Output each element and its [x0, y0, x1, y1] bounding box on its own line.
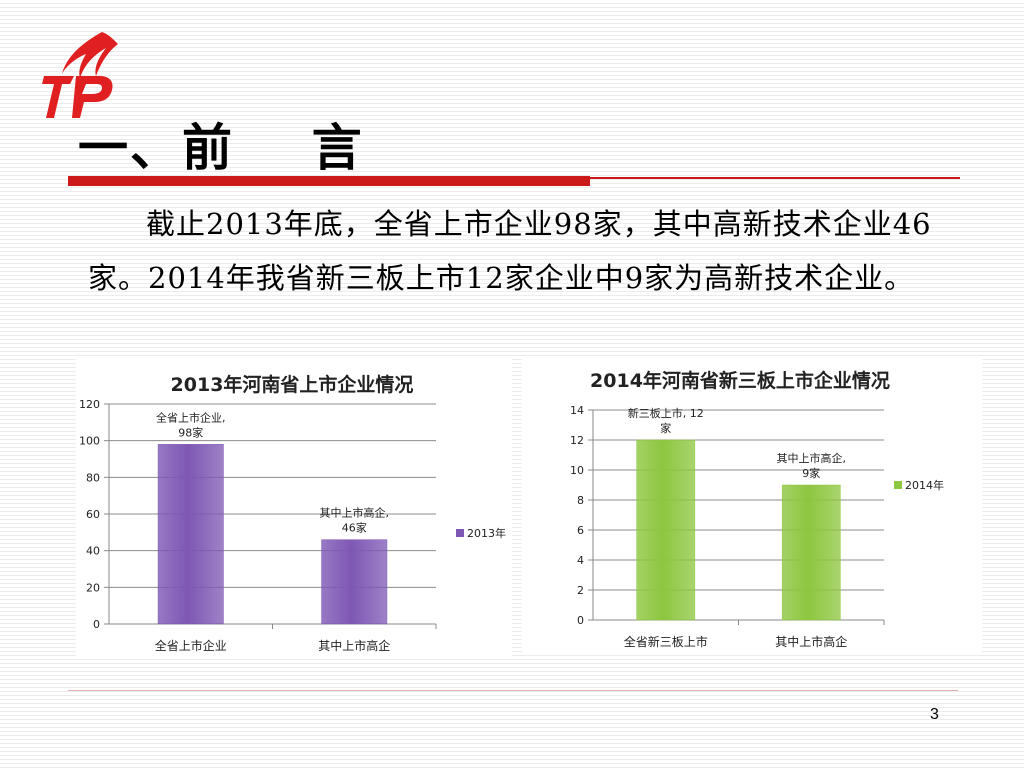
- legend-swatch: [894, 481, 902, 489]
- intro-paragraph: 截止2013年底，全省上市企业98家，其中高新技术企业46家。2014年我省新三…: [88, 207, 932, 295]
- data-label: 全省上市企业,: [156, 410, 226, 424]
- y-tick-label: 10: [570, 464, 584, 477]
- data-label: 其中上市高企,: [320, 506, 390, 520]
- data-label: 其中上市高企,: [777, 451, 847, 465]
- y-tick-label: 20: [86, 581, 100, 594]
- title-underline-line: [590, 177, 960, 179]
- bar: [636, 439, 696, 621]
- x-tick-label: 其中上市高企: [318, 638, 390, 653]
- data-label: 家: [660, 421, 671, 435]
- y-tick-label: 14: [570, 404, 584, 417]
- chart-2013-svg: 2013年河南省上市企业情况 0 20 40 60 80 100 120 全省上市企业全省上市企…: [79, 373, 506, 653]
- bar: [781, 484, 841, 621]
- title-underline-bar: [68, 176, 590, 186]
- bar: [157, 444, 224, 625]
- logo-icon: [42, 32, 118, 118]
- y-tick-label: 8: [577, 494, 584, 507]
- chart-2014-svg: 2014年河南省新三板上市企业情况 0 2 4 6 8 10 12 14 全省新三板上市新三板上市…: [570, 369, 944, 649]
- page-number: 3: [930, 706, 939, 723]
- chart-2014-neeq-companies: 2014年河南省新三板上市企业情况 0 2 4 6 8 10 12 14 全省新三板上市 新三板上市…: [522, 356, 982, 654]
- y-tick-label: 60: [86, 508, 100, 521]
- data-label: 9家: [802, 466, 820, 480]
- legend-swatch: [456, 529, 464, 537]
- y-tick-label: 4: [577, 554, 584, 567]
- data-label: 新三板上市, 12: [628, 406, 704, 420]
- x-tick-label: 全省上市企业: [155, 638, 227, 653]
- chart-2013-listed-companies: 2013年河南省上市企业情况 0 20 40 60 80 100 120 全省上市企业 全省上市企…: [76, 358, 512, 656]
- x-tick-label: 其中上市高企: [775, 634, 847, 649]
- bar: [321, 539, 388, 625]
- chart-title: 2013年河南省上市企业情况: [171, 373, 414, 396]
- y-tick-label: 100: [79, 435, 100, 448]
- legend-label: 2014年: [905, 478, 944, 492]
- y-tick-label: 12: [570, 434, 584, 447]
- y-tick-label: 80: [86, 471, 100, 484]
- chart-title: 2014年河南省新三板上市企业情况: [590, 369, 890, 392]
- x-tick-label: 全省新三板上市: [624, 634, 708, 649]
- y-tick-label: 120: [79, 398, 100, 411]
- y-tick-label: 6: [577, 524, 584, 537]
- y-tick-label: 0: [93, 618, 100, 631]
- y-tick-label: 40: [86, 545, 100, 558]
- slide-title: 一、前 言: [78, 118, 364, 177]
- legend-label: 2013年: [467, 526, 506, 540]
- data-label: 46家: [342, 521, 367, 535]
- y-tick-label: 2: [577, 584, 584, 597]
- data-label: 98家: [178, 425, 203, 439]
- y-tick-label: 0: [577, 614, 584, 627]
- footer-divider: [68, 690, 958, 691]
